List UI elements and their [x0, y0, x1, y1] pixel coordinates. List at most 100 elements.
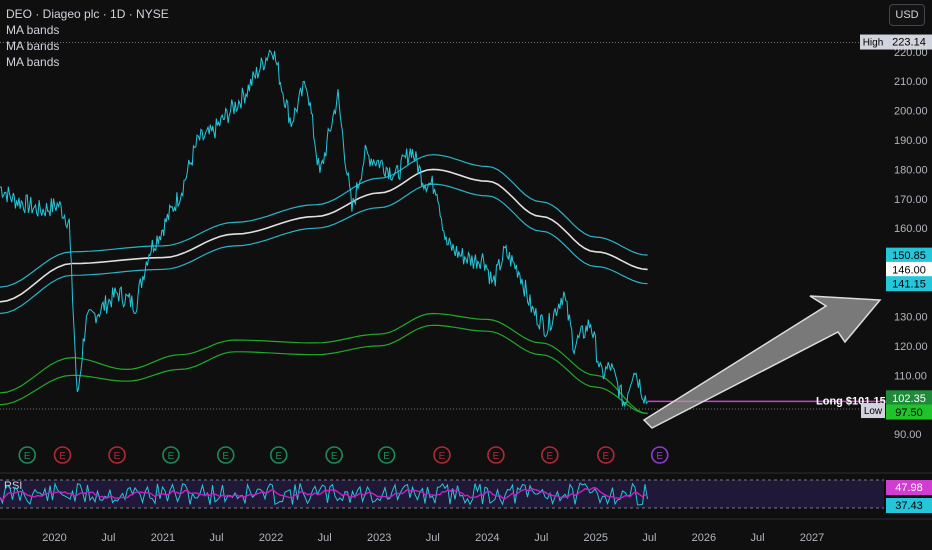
earnings-marker: E — [108, 446, 126, 464]
x-tick-label: 2024 — [475, 532, 499, 544]
earnings-circle — [162, 446, 180, 464]
high-value-badge — [886, 34, 932, 50]
earnings-circle — [597, 446, 615, 464]
price-badge — [886, 276, 932, 292]
earnings-circle — [53, 446, 72, 464]
earnings-marker: E — [325, 446, 343, 464]
x-tick-label: Jul — [318, 532, 332, 544]
earnings-marker: E — [597, 446, 615, 464]
rsi-value-label: 47.98 — [895, 482, 923, 494]
earnings-circle — [269, 446, 288, 464]
earnings-circle — [108, 446, 126, 464]
rsi-ma-line — [0, 486, 648, 502]
price-badge — [886, 261, 932, 277]
y-tick-label: 90.00 — [894, 429, 922, 441]
earnings-circle — [18, 446, 37, 464]
earnings-marker: E — [487, 446, 505, 464]
high-tag — [860, 34, 886, 50]
price-badge-label: 97.50 — [895, 407, 923, 419]
earnings-letter: E — [168, 451, 175, 462]
earnings-marker: E — [377, 446, 396, 464]
y-tick-label: 190.00 — [894, 135, 928, 147]
price-line — [0, 49, 648, 408]
y-tick-label: 220.00 — [894, 47, 928, 59]
x-tick-label: 2025 — [584, 532, 608, 544]
x-tick-label: 2023 — [367, 532, 391, 544]
earnings-marker: E — [162, 446, 180, 464]
price-badge-label: 102.35 — [892, 393, 926, 405]
ma-white-line — [0, 168, 648, 303]
earnings-marker: E — [269, 446, 288, 464]
earnings-marker: E — [216, 446, 235, 464]
earnings-marker: E — [53, 446, 72, 464]
y-tick-label: 210.00 — [894, 76, 928, 88]
target-arrow — [642, 295, 882, 429]
low-tag — [861, 403, 885, 419]
earnings-letter: E — [602, 451, 609, 462]
y-tick-label: 130.00 — [894, 311, 928, 323]
y-tick-label: 200.00 — [894, 106, 928, 118]
earnings-circle — [433, 446, 451, 464]
y-tick-label: 160.00 — [894, 223, 928, 235]
chart-legend: DEO · Diageo plc · 1D · NYSE MA bands MA… — [6, 6, 169, 70]
earnings-letter: E — [24, 451, 31, 462]
earnings-marker: E — [650, 446, 669, 464]
rsi-line — [0, 482, 648, 506]
rsi-ma-label: 37.43 — [895, 500, 923, 512]
x-axis: 2020 Jul 2021 Jul 2022 Jul 2023 Jul 2024 Jul 2025 J… — [42, 532, 824, 544]
earnings-marker: E — [541, 446, 559, 464]
rsi-value-badge — [886, 480, 932, 495]
currency-button[interactable]: USD — [889, 4, 925, 26]
green-band-upper — [0, 312, 648, 415]
price-badge — [886, 390, 932, 406]
earnings-letter: E — [383, 451, 390, 462]
price-badge-label: 150.85 — [892, 250, 926, 262]
earnings-marker: E — [18, 446, 37, 464]
high-value-label: 223.14 — [892, 37, 926, 49]
cyan-band-upper — [0, 154, 648, 288]
rsi-label: RSI — [4, 480, 22, 492]
x-tick-label: Jul — [750, 532, 764, 544]
earnings-circle — [216, 446, 235, 464]
y-tick-label: 120.00 — [894, 341, 928, 353]
x-tick-label: Jul — [642, 532, 656, 544]
price-badge-label: 141.15 — [892, 279, 926, 291]
x-tick-label: 2027 — [800, 532, 824, 544]
symbol-title[interactable]: DEO · Diageo plc · 1D · NYSE — [6, 7, 169, 21]
earnings-letter: E — [546, 451, 553, 462]
indicator-ma-bands-1[interactable]: MA bands — [6, 23, 60, 37]
price-badge — [886, 404, 932, 420]
earnings-letter: E — [439, 451, 446, 462]
earnings-circle — [650, 446, 669, 464]
earnings-circle — [377, 446, 396, 464]
earnings-marker: E — [433, 446, 451, 464]
y-tick-label: 180.00 — [894, 164, 928, 176]
earnings-letter: E — [114, 451, 121, 462]
rsi-ma-badge — [886, 498, 932, 513]
x-tick-label: Jul — [101, 532, 115, 544]
x-tick-label: 2026 — [692, 532, 716, 544]
cyan-band-lower — [0, 183, 648, 315]
earnings-letter: E — [275, 451, 282, 462]
earnings-letter: E — [59, 451, 66, 462]
high-tag-label: High — [863, 38, 884, 49]
indicator-ma-bands-2[interactable]: MA bands — [6, 39, 60, 53]
y-tick-label: 170.00 — [894, 194, 928, 206]
earnings-letter: E — [331, 451, 338, 462]
x-tick-label: 2020 — [42, 532, 66, 544]
x-tick-label: 2021 — [151, 532, 175, 544]
earnings-circle — [541, 446, 559, 464]
indicator-ma-bands-3[interactable]: MA bands — [6, 55, 60, 69]
price-badge — [886, 247, 932, 263]
y-tick-label: 110.00 — [894, 370, 927, 382]
earnings-letter: E — [656, 451, 663, 462]
price-badge-label: 146.00 — [892, 264, 926, 276]
earnings-letter: E — [222, 451, 229, 462]
x-tick-label: Jul — [426, 532, 440, 544]
x-tick-label: Jul — [534, 532, 548, 544]
earnings-letter: E — [493, 451, 500, 462]
x-tick-label: 2022 — [259, 532, 283, 544]
earnings-circle — [487, 446, 505, 464]
